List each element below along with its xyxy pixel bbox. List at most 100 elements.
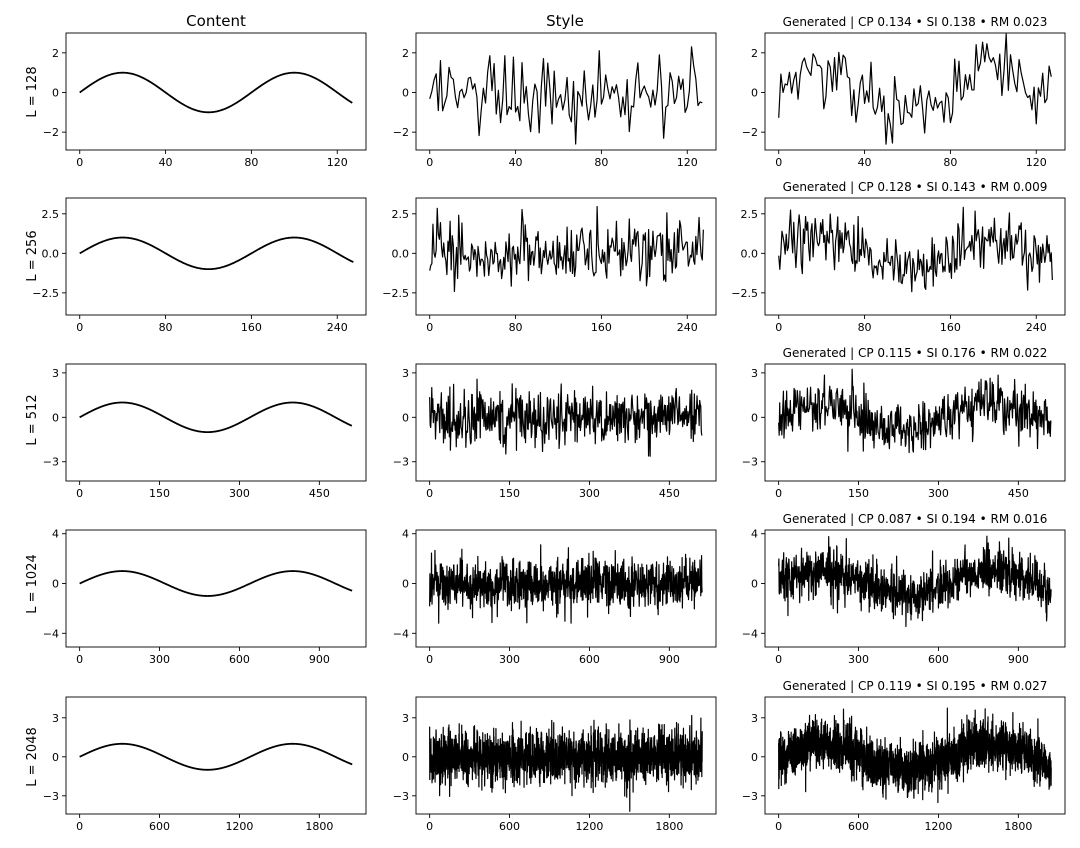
series-line <box>778 707 1052 804</box>
x-tick-label: 120 <box>327 156 348 169</box>
row-label-2: L = 512 <box>25 394 40 445</box>
x-tick-label: 160 <box>591 321 612 334</box>
y-tick-label: −2 <box>43 126 59 139</box>
x-tick-label: 1800 <box>1004 820 1032 833</box>
x-tick-label: 0 <box>775 820 782 833</box>
x-tick-label: 0 <box>76 487 83 500</box>
axes-frame <box>415 197 717 316</box>
panel-title: Generated | CP 0.119 • SI 0.195 • RM 0.0… <box>783 679 1048 693</box>
panel-r0-c2: 0 40 80 120 −2 0 2 Generated | CP 0.134 • SI 0.… <box>742 15 1066 169</box>
x-tick-label: 1800 <box>655 820 683 833</box>
y-tick-label: 4 <box>751 528 758 541</box>
row-label-4: L = 2048 <box>25 727 40 786</box>
y-tick-label: 0 <box>751 86 758 99</box>
x-tick-label: 0 <box>76 321 83 334</box>
y-tick-label: 0 <box>402 578 409 591</box>
series-line <box>778 33 1052 145</box>
row-label-0: L = 128 <box>25 66 40 117</box>
y-tick-label: −3 <box>393 790 409 803</box>
y-tick-label: 0 <box>751 411 758 424</box>
x-tick-label: 450 <box>659 487 680 500</box>
x-tick-label: 80 <box>858 321 872 334</box>
y-tick-label: 0 <box>751 578 758 591</box>
x-tick-label: 240 <box>1026 321 1047 334</box>
series-line <box>429 378 703 457</box>
x-tick-label: 120 <box>1026 156 1047 169</box>
column-title-style: Style <box>546 12 584 30</box>
y-tick-label: −2.5 <box>32 287 59 300</box>
panel-title: Generated | CP 0.134 • SI 0.138 • RM 0.0… <box>783 15 1048 29</box>
x-tick-label: 80 <box>244 156 258 169</box>
y-tick-label: 4 <box>52 528 59 541</box>
x-tick-label: 0 <box>426 653 433 666</box>
y-tick-label: 0 <box>402 86 409 99</box>
x-tick-label: 300 <box>229 487 250 500</box>
y-tick-label: 0 <box>52 751 59 764</box>
axes-frame <box>65 32 367 151</box>
series-line <box>429 544 703 624</box>
y-tick-label: 0 <box>52 86 59 99</box>
y-tick-label: −2 <box>393 126 409 139</box>
panel-r2-c2: 0 150 300 450 −3 0 3 Generated | CP 0.115 • SI … <box>742 346 1066 500</box>
series-line <box>78 742 354 771</box>
x-tick-label: 600 <box>848 820 869 833</box>
x-tick-label: 0 <box>426 487 433 500</box>
x-tick-label: 160 <box>940 321 961 334</box>
x-tick-label: 0 <box>775 156 782 169</box>
x-tick-label: 600 <box>579 653 600 666</box>
panel-r3-c0: 0 300 600 900 −4 0 4 <box>43 528 367 666</box>
axes-frame <box>65 529 367 648</box>
panel-r4-c0: 0 600 1200 1800 −3 0 3 <box>43 696 367 833</box>
row-label-1: L = 256 <box>25 230 40 281</box>
y-tick-label: 0.0 <box>741 247 759 260</box>
y-tick-label: 0 <box>402 411 409 424</box>
y-tick-label: 3 <box>751 367 758 380</box>
x-tick-label: 0 <box>426 820 433 833</box>
panel-r3-c1: 0 300 600 900 −4 0 4 <box>393 528 717 666</box>
x-tick-label: 0 <box>76 653 83 666</box>
x-tick-label: 600 <box>928 653 949 666</box>
y-tick-label: 0 <box>402 751 409 764</box>
y-tick-label: 3 <box>52 367 59 380</box>
x-tick-label: 1800 <box>305 820 333 833</box>
x-tick-label: 0 <box>775 487 782 500</box>
x-tick-label: 600 <box>229 653 250 666</box>
x-tick-label: 0 <box>426 321 433 334</box>
x-tick-label: 160 <box>241 321 262 334</box>
panel-title: Generated | CP 0.087 • SI 0.194 • RM 0.0… <box>783 512 1048 526</box>
x-tick-label: 0 <box>76 820 83 833</box>
y-tick-label: 3 <box>402 367 409 380</box>
x-tick-label: 300 <box>928 487 949 500</box>
x-tick-label: 0 <box>775 321 782 334</box>
y-tick-label: 2.5 <box>42 208 60 221</box>
y-tick-label: 4 <box>402 528 409 541</box>
y-tick-label: 0.0 <box>42 247 60 260</box>
x-tick-label: 450 <box>1008 487 1029 500</box>
series-line <box>79 570 353 597</box>
panel-title: Generated | CP 0.128 • SI 0.143 • RM 0.0… <box>783 180 1048 194</box>
y-tick-label: −4 <box>43 627 59 640</box>
axes-frame <box>764 32 1066 151</box>
axes-frame <box>415 363 717 482</box>
x-tick-label: 900 <box>309 653 330 666</box>
y-tick-label: −2 <box>742 126 758 139</box>
panel-r3-c2: 0 300 600 900 −4 0 4 Generated | CP 0.087 • SI … <box>742 512 1066 666</box>
axes-frame <box>764 696 1066 815</box>
x-tick-label: 80 <box>509 321 523 334</box>
y-tick-label: 3 <box>751 712 758 725</box>
y-tick-label: 0 <box>52 578 59 591</box>
panel-r0-c0: 0 40 80 120 −2 0 2 <box>43 32 367 169</box>
y-tick-label: −3 <box>43 456 59 469</box>
axes-frame <box>415 696 717 815</box>
x-tick-label: 240 <box>677 321 698 334</box>
x-tick-label: 600 <box>499 820 520 833</box>
x-tick-label: 80 <box>594 156 608 169</box>
panel-r1-c0: 0 80 160 240 −2.5 0.0 2.5 <box>32 197 367 334</box>
y-tick-label: −3 <box>742 790 758 803</box>
series-line <box>79 401 353 434</box>
x-tick-label: 300 <box>149 653 170 666</box>
x-tick-label: 1200 <box>924 820 952 833</box>
series-line <box>778 206 1053 293</box>
y-tick-label: 2 <box>402 47 409 60</box>
